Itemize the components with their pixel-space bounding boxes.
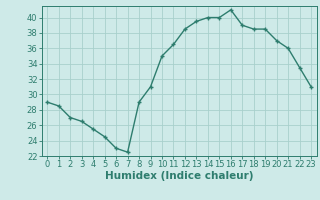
X-axis label: Humidex (Indice chaleur): Humidex (Indice chaleur) — [105, 171, 253, 181]
